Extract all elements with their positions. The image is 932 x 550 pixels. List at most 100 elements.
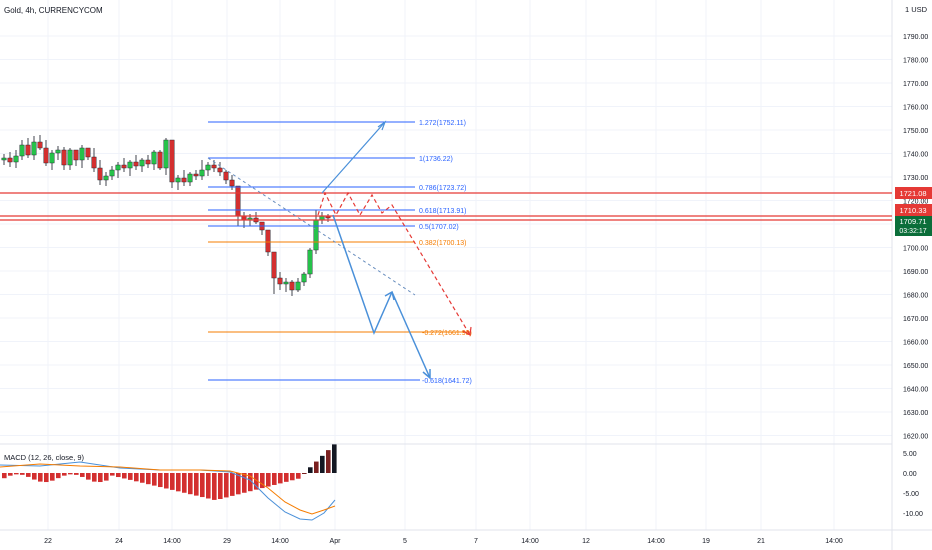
bearish-candle <box>61 149 67 166</box>
macd-axis[interactable]: 5.00 0.00 -5.00 -10.00 <box>903 451 923 518</box>
bearish-candle <box>97 167 103 181</box>
macd-bar <box>14 473 19 475</box>
macd-bar <box>146 473 151 485</box>
fib-label: 0.382(1700.13) <box>419 240 466 247</box>
bullish-candle <box>115 164 121 171</box>
macd-tick-label: -10.00 <box>903 511 923 518</box>
macd-bar <box>278 473 283 484</box>
macd-bar <box>218 473 223 499</box>
bullish-candle <box>49 152 55 164</box>
price-tick-label: 1690.00 <box>903 269 928 276</box>
bullish-candle <box>55 149 61 154</box>
bullish-candle <box>175 177 181 183</box>
support-price-badge: 1710.33 <box>895 204 932 216</box>
time-axis[interactable]: 22 24 14:00 29 14:00 Apr 5 7 14:00 12 14:00 19 21 14:… <box>44 538 843 545</box>
projection-up-line[interactable] <box>321 121 386 194</box>
bullish-candle <box>127 161 133 169</box>
macd-label[interactable]: MACD (12, 26, close, 9) <box>4 453 85 462</box>
macd-bar <box>236 473 241 495</box>
price-tick-label: 1730.00 <box>903 175 928 182</box>
macd-bar <box>80 473 85 477</box>
fib-label: -0.272(1661.93) <box>422 330 472 337</box>
macd-bar <box>152 473 157 486</box>
macd-bar <box>296 473 301 479</box>
bullish-candle <box>151 151 157 165</box>
bullish-candle <box>13 155 19 163</box>
macd-bar <box>158 473 163 488</box>
price-tick-label: 1740.00 <box>903 152 928 159</box>
macd-bar <box>266 473 271 487</box>
countdown-text: 03:32:17 <box>899 228 926 235</box>
price-tick-label: 1660.00 <box>903 340 928 347</box>
macd-bar <box>26 473 31 477</box>
symbol-title[interactable]: Gold, 4h, CURRENCYCOM <box>4 6 103 15</box>
macd-bar <box>206 473 211 499</box>
macd-bar <box>92 473 97 482</box>
macd-bar <box>8 473 13 476</box>
time-tick-label: 14:00 <box>647 538 665 545</box>
fib-label: 1(1736.22) <box>419 156 453 163</box>
macd-bar <box>326 450 331 473</box>
macd-bar <box>224 473 229 498</box>
bearish-candle <box>235 185 241 217</box>
macd-bar <box>332 444 337 473</box>
macd-bar <box>188 473 193 495</box>
bearish-candle <box>211 164 217 169</box>
macd-bar <box>122 473 127 479</box>
macd-bar <box>68 473 73 475</box>
price-axis[interactable]: 1790.00 1780.00 1770.00 1760.00 1750.00 1740.… <box>903 34 928 441</box>
bearish-candle <box>229 179 235 187</box>
badge-text: 1721.08 <box>899 189 926 198</box>
macd-bar <box>254 473 259 490</box>
bearish-candle <box>157 151 163 169</box>
projection-path[interactable] <box>332 214 393 336</box>
fib-label: -0.618(1641.72) <box>422 378 472 385</box>
bearish-candle <box>91 156 97 169</box>
bearish-candle <box>271 251 277 279</box>
bearish-candle <box>85 147 91 158</box>
macd-bar <box>86 473 91 480</box>
price-tick-label: 1780.00 <box>903 58 928 65</box>
macd-bar <box>20 473 25 475</box>
macd-bar <box>182 473 187 493</box>
macd-bar <box>302 473 307 474</box>
bearish-candle <box>7 157 13 163</box>
bearish-candle <box>145 159 151 165</box>
candles <box>1 135 331 296</box>
macd-bar <box>230 473 235 496</box>
red-dashed-projection[interactable] <box>317 191 471 336</box>
bullish-candle <box>163 139 169 169</box>
macd-bar <box>170 473 175 490</box>
macd-bar <box>212 473 217 500</box>
bearish-candle <box>277 277 283 285</box>
macd-bar <box>200 473 205 498</box>
bearish-candle <box>37 141 43 149</box>
signal-line <box>0 463 336 515</box>
bullish-candle <box>307 249 313 275</box>
time-tick-label: 29 <box>223 538 231 545</box>
currency-label[interactable]: 1 USD <box>905 5 928 14</box>
bullish-candle <box>199 169 205 177</box>
macd-bar <box>62 473 67 476</box>
bearish-candle <box>73 149 79 161</box>
macd-bar <box>164 473 169 489</box>
macd-bar <box>116 473 121 478</box>
bullish-candle <box>67 149 73 166</box>
badge-text: 1710.33 <box>899 206 926 215</box>
macd-indicator <box>0 444 337 521</box>
bearish-candle <box>223 171 229 181</box>
macd-tick-label: 5.00 <box>903 451 917 458</box>
time-tick-label: 7 <box>474 538 478 545</box>
bullish-candle <box>1 157 7 161</box>
arrow-head-icon <box>462 326 472 336</box>
projection-down-line[interactable] <box>391 291 431 379</box>
price-tick-label: 1620.00 <box>903 434 928 441</box>
fibonacci-tool[interactable]: 1.272(1752.11) 1(1736.22) 0.786(1723.72)… <box>207 120 472 385</box>
price-tick-label: 1790.00 <box>903 34 928 41</box>
fib-label: 1.272(1752.11) <box>419 120 466 127</box>
time-tick-label: 14:00 <box>271 538 289 545</box>
arrow-head-icon <box>377 120 387 131</box>
time-tick-label: 19 <box>702 538 710 545</box>
price-tick-label: 1680.00 <box>903 293 928 300</box>
